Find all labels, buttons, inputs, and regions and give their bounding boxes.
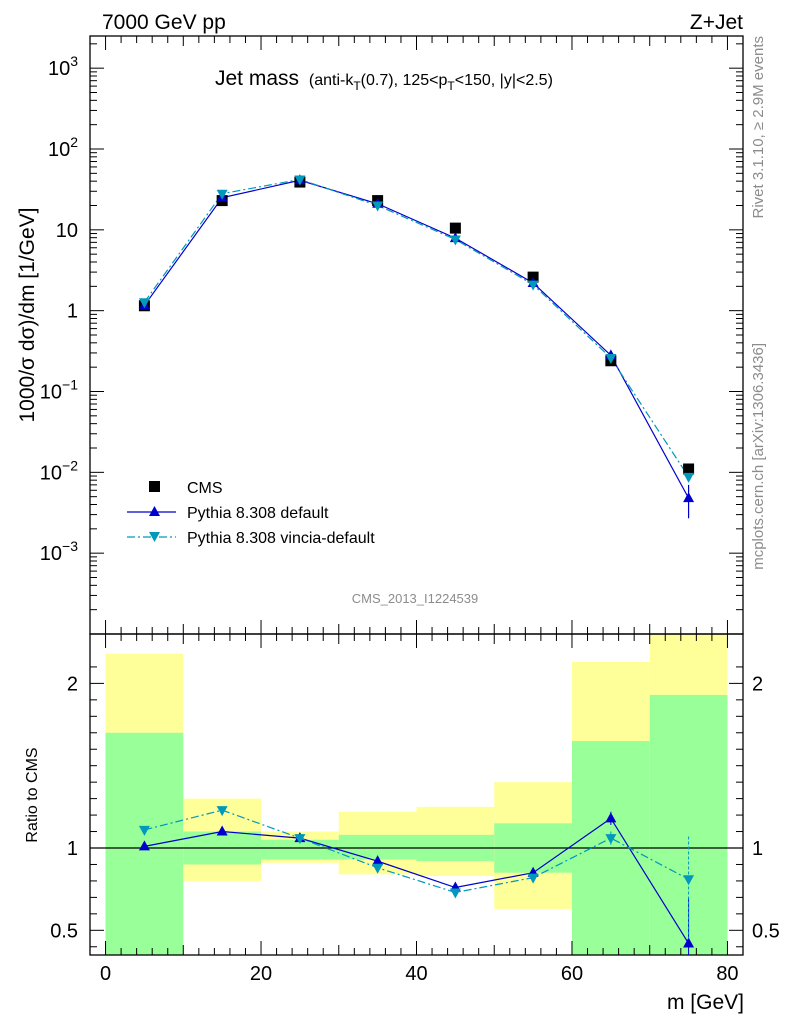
- header-process-label: Z+Jet: [690, 11, 743, 34]
- main-title: Jet mass (anti-kT(0.7), 125<pT<150, |y|<…: [215, 67, 553, 93]
- ratio-y-tick-label-left: 2: [67, 673, 78, 695]
- ratio-point-vincia: [605, 834, 617, 845]
- main-y-tick-label: 10: [56, 220, 78, 242]
- tick-base: 10: [40, 462, 62, 484]
- ratio-point-vincia: [138, 825, 150, 836]
- main-title-sub-5: <150, |y|<2.5): [455, 72, 553, 89]
- legend-label-vincia: Pythia 8.308 vincia-default: [187, 530, 375, 547]
- tick-exponent: 3: [70, 53, 78, 69]
- ratio-point-vincia: [449, 888, 461, 899]
- main-y-axis-label: 1000/σ dσ)/dm [1/GeV]: [16, 207, 39, 422]
- x-tick-label: 0: [100, 963, 111, 985]
- main-y-tick-label: 103: [48, 53, 78, 80]
- main-title-sub-4: T: [447, 79, 455, 93]
- x-tick-label: 60: [561, 963, 583, 985]
- main-series-line-default: [143, 179, 690, 499]
- tick-base: 10: [40, 382, 62, 404]
- main-y-tick-label: 102: [48, 134, 78, 161]
- main-title-sub-2: T: [353, 79, 361, 93]
- ratio-point-default: [605, 812, 617, 823]
- ratio-point-default: [372, 855, 384, 866]
- legend: CMS Pythia 8.308 default Pythia 8.308 vi…: [127, 480, 375, 547]
- main-title-text: Jet mass: [215, 67, 299, 90]
- legend-marker-vincia: [149, 532, 160, 542]
- main-point-vincia: [216, 189, 228, 200]
- tick-base: 1: [67, 301, 78, 323]
- tick-exponent: −1: [62, 377, 78, 393]
- main-y-tick-label: 1: [67, 301, 78, 323]
- ratio-point-default: [683, 937, 695, 948]
- legend-marker-cms: [149, 481, 160, 492]
- main-point-vincia: [138, 298, 150, 309]
- x-tick-label: 80: [716, 963, 738, 985]
- main-point-cms: [449, 222, 461, 234]
- ratio-point-vincia: [527, 873, 539, 884]
- ratio-series-layer: [138, 806, 695, 955]
- ratio-point-default: [216, 825, 228, 836]
- main-point-vincia: [294, 175, 306, 186]
- main-y-tick-label: 10−2: [40, 457, 78, 484]
- main-point-vincia: [372, 201, 384, 212]
- tick-base: 10: [48, 139, 70, 161]
- legend-label-default: Pythia 8.308 default: [187, 505, 329, 522]
- main-point-cms: [683, 463, 695, 475]
- legend-label-cms: CMS: [187, 480, 223, 497]
- main-point-vincia: [449, 235, 461, 246]
- main-series-layer: [138, 174, 695, 519]
- tick-exponent: 2: [70, 134, 78, 150]
- tick-exponent: −3: [62, 538, 78, 554]
- main-point-vincia: [683, 472, 695, 483]
- analysis-watermark: CMS_2013_I1224539: [352, 591, 479, 606]
- tick-base: 10: [48, 58, 70, 80]
- ratio-point-default: [138, 840, 150, 851]
- ratio-point-vincia: [294, 834, 306, 845]
- ratio-y-tick-label-right: 0.5: [752, 920, 780, 942]
- x-tick-label: 20: [250, 963, 272, 985]
- tick-base: 10: [56, 220, 78, 242]
- ratio-point-vincia: [683, 875, 695, 886]
- x-axis-label: m [GeV]: [667, 991, 744, 1014]
- mcplots-reference-label: mcplots.cern.ch [arXiv:1306.3436]: [750, 343, 767, 570]
- tick-exponent: −2: [62, 457, 78, 473]
- main-point-vincia: [605, 353, 617, 364]
- inner-band-bin: [261, 839, 339, 860]
- ratio-point-vincia: [372, 863, 384, 874]
- header-energy-label: 7000 GeV pp: [102, 11, 226, 34]
- main-point-vincia: [527, 280, 539, 291]
- legend-marker-default: [149, 506, 160, 516]
- ratio-y-tick-label-right: 1: [752, 838, 763, 860]
- main-y-tick-label: 10−3: [40, 538, 78, 565]
- x-tick-label: 40: [405, 963, 427, 985]
- ratio-y-axis-label: Ratio to CMS: [24, 747, 41, 842]
- main-title-sub-3: (0.7), 125<p: [361, 72, 448, 89]
- rivet-version-label: Rivet 3.1.10, ≥ 2.9M events: [750, 36, 767, 219]
- ratio-y-tick-label-left: 0.5: [50, 920, 78, 942]
- main-point-default: [683, 492, 695, 503]
- main-series-line-vincia: [143, 178, 690, 478]
- main-y-tick-label: 10−1: [40, 377, 78, 404]
- main-title-sub-1: (anti-k: [309, 72, 354, 89]
- ratio-y-tick-label-right: 2: [752, 673, 763, 695]
- ratio-point-vincia: [216, 806, 228, 817]
- ratio-series-line-default: [144, 817, 690, 944]
- ratio-y-tick-label-left: 1: [67, 838, 78, 860]
- ratio-uncertainty-bands: [105, 634, 728, 955]
- tick-base: 10: [40, 543, 62, 565]
